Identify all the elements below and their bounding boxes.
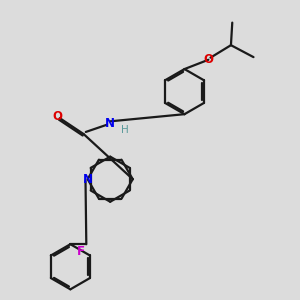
Text: O: O: [203, 53, 213, 66]
Text: F: F: [76, 245, 85, 258]
Text: N: N: [82, 173, 93, 186]
Text: H: H: [121, 125, 129, 135]
Text: O: O: [52, 110, 62, 123]
Text: N: N: [105, 117, 115, 130]
